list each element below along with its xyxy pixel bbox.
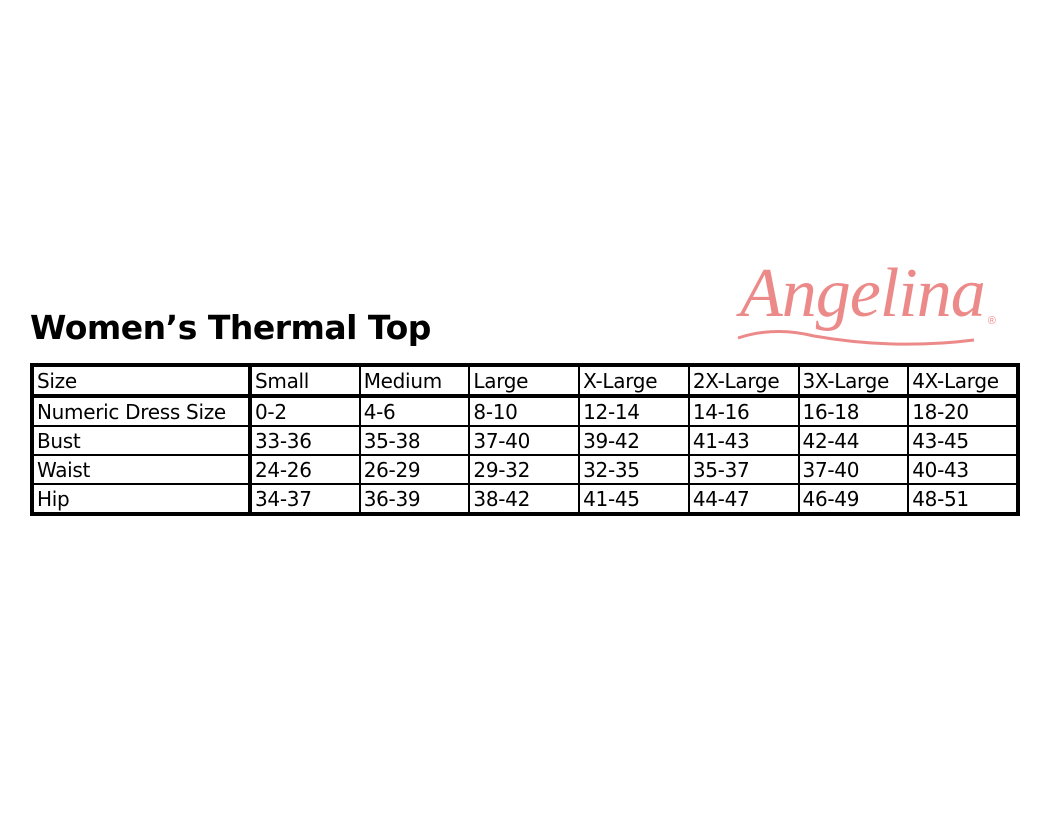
table-cell: Medium — [358, 364, 471, 398]
table-cell: 16-18 — [797, 395, 910, 427]
table-cell: 24-26 — [249, 454, 361, 485]
table-cell: 46-49 — [797, 483, 910, 515]
table-cell: 44-47 — [687, 483, 800, 515]
row-label: Bust — [31, 425, 252, 456]
table-cell: 4X-Large — [907, 364, 1019, 398]
table-cell: 40-43 — [907, 454, 1019, 485]
table-cell: 35-38 — [358, 425, 471, 456]
table-header-row: Size Small Medium Large X-Large 2X-Large 3X-La… — [31, 364, 1019, 398]
table-cell: 8-10 — [468, 395, 581, 427]
table-cell: 29-32 — [468, 454, 581, 485]
table-cell: 32-35 — [578, 454, 690, 485]
table-row: Hip 34-37 36-39 38-42 41-45 44-47 46-49 48-51 — [31, 483, 1019, 515]
table-cell: 43-45 — [907, 425, 1019, 456]
table-cell: 34-37 — [249, 483, 361, 515]
table-row: Bust 33-36 35-38 37-40 39-42 41-43 42-44 43-45 — [31, 425, 1019, 456]
table-cell: 18-20 — [907, 395, 1019, 427]
row-label: Hip — [31, 483, 252, 515]
table-row: Numeric Dress Size 0-2 4-6 8-10 12-14 14-16 16… — [31, 395, 1019, 427]
logo-line: Angelina ® — [740, 252, 996, 336]
table-cell: 0-2 — [249, 395, 361, 427]
size-chart-table: Size Small Medium Large X-Large 2X-Large 3X-La… — [30, 363, 1020, 516]
table-row: Waist 24-26 26-29 29-32 32-35 35-37 37-40 40-43 — [31, 454, 1019, 485]
table-cell: 4-6 — [358, 395, 471, 427]
registered-mark: ® — [987, 315, 996, 327]
table-cell: Small — [249, 364, 361, 398]
row-label: Numeric Dress Size — [31, 395, 252, 427]
table-cell: 35-37 — [687, 454, 800, 485]
table-cell: X-Large — [578, 364, 690, 398]
logo-swash — [737, 329, 975, 346]
table-cell: 2X-Large — [687, 364, 800, 398]
table-cell: 14-16 — [687, 395, 800, 427]
table-cell: 33-36 — [249, 425, 361, 456]
brand-logo: Angelina ® — [734, 252, 1034, 352]
table-cell: 42-44 — [797, 425, 910, 456]
table-cell: 38-42 — [468, 483, 581, 515]
table-cell: 41-45 — [578, 483, 690, 515]
row-label: Size — [31, 364, 252, 398]
table-cell: 37-40 — [797, 454, 910, 485]
table-cell: Large — [468, 364, 581, 398]
table-cell: 26-29 — [358, 454, 471, 485]
table-cell: 39-42 — [578, 425, 690, 456]
row-label: Waist — [31, 454, 252, 485]
page-title: Women’s Thermal Top — [30, 308, 431, 347]
table-cell: 48-51 — [907, 483, 1019, 515]
table-cell: 3X-Large — [797, 364, 910, 398]
table-cell: 37-40 — [468, 425, 581, 456]
table-cell: 12-14 — [578, 395, 690, 427]
table-cell: 41-43 — [687, 425, 800, 456]
table-cell: 36-39 — [358, 483, 471, 515]
logo-text: Angelina — [740, 255, 986, 332]
